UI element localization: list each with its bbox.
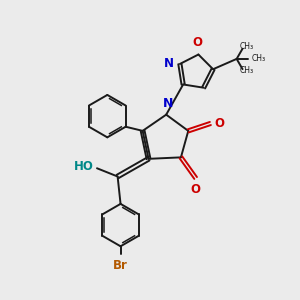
Text: HO: HO bbox=[74, 160, 94, 173]
Text: O: O bbox=[192, 36, 202, 49]
Text: N: N bbox=[164, 97, 174, 110]
Text: Br: Br bbox=[113, 259, 128, 272]
Text: N: N bbox=[164, 58, 173, 70]
Text: O: O bbox=[214, 117, 224, 130]
Text: CH₃: CH₃ bbox=[252, 54, 266, 63]
Text: CH₃: CH₃ bbox=[240, 66, 254, 75]
Text: CH₃: CH₃ bbox=[240, 42, 254, 51]
Text: O: O bbox=[190, 183, 201, 196]
